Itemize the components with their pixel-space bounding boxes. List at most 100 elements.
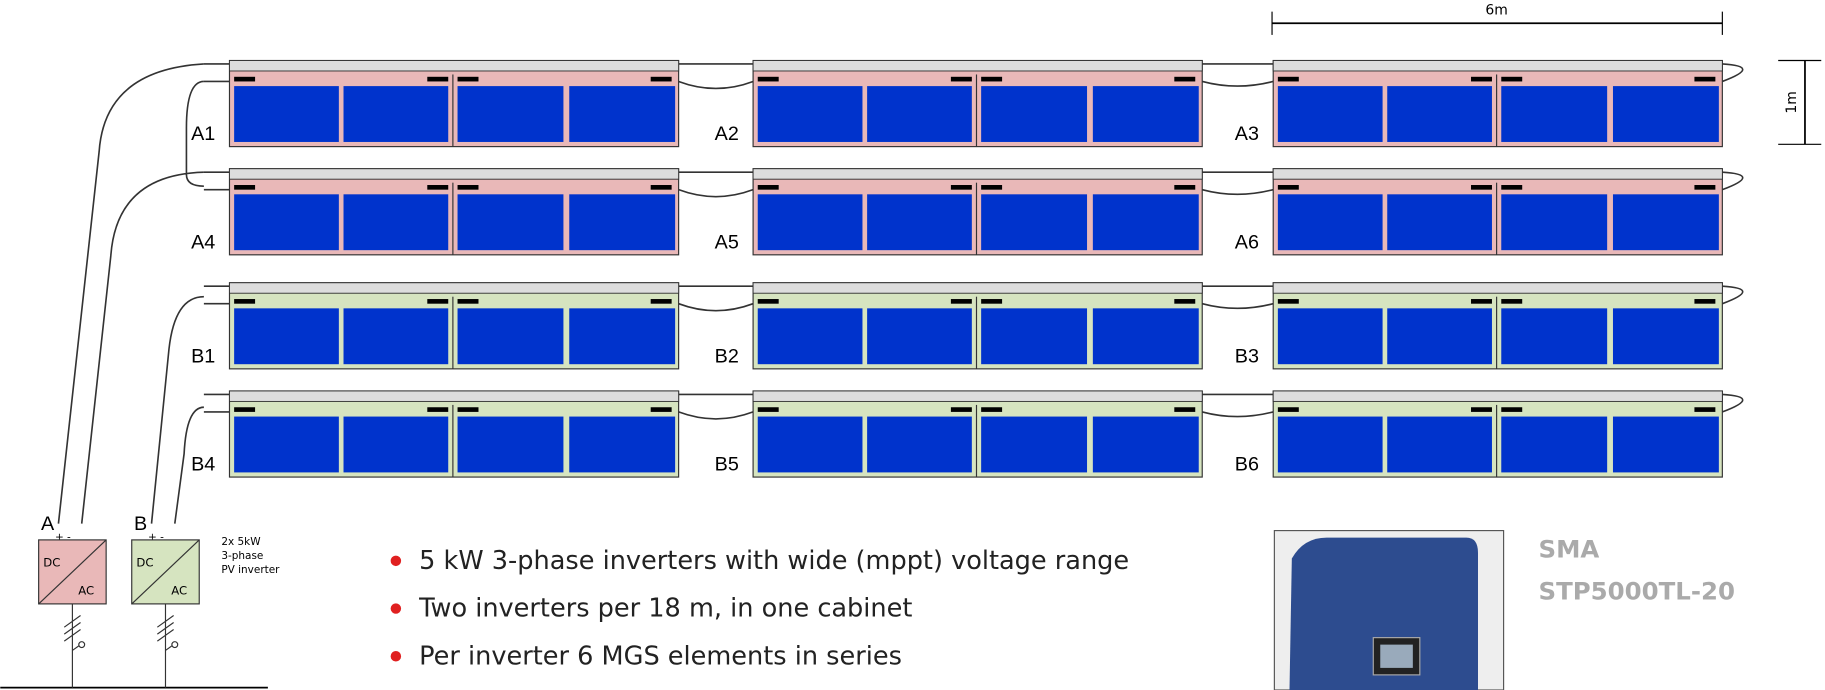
connector (427, 299, 449, 304)
module-label: B5 (715, 454, 739, 476)
connector (1471, 185, 1492, 190)
pv-cell (457, 86, 564, 142)
inverter-note: 3-phase (221, 550, 263, 562)
product-name: STP5000TL-20 (1539, 576, 1735, 605)
connector (1277, 299, 1299, 304)
module-top (229, 60, 680, 72)
connector (1471, 299, 1492, 304)
pv-cell (1387, 194, 1492, 251)
dimension-label: 1m (1784, 91, 1800, 113)
pv-cell (569, 194, 676, 251)
ground-symbol (157, 603, 174, 688)
pv-cell (757, 308, 863, 365)
inverter-label: B (134, 513, 147, 535)
module-label: B4 (191, 454, 215, 476)
cable (203, 411, 1274, 420)
pv-cell (1277, 308, 1383, 365)
pv-cell (1092, 194, 1199, 251)
module-label: A3 (1235, 123, 1259, 145)
connector (950, 76, 972, 82)
pv-cell (1612, 194, 1719, 251)
pv-cell (867, 308, 972, 365)
module-top (752, 60, 1203, 72)
bullet-text: Two inverters per 18 m, in one cabinet (418, 594, 912, 624)
cable (203, 393, 1744, 413)
pv-cell (867, 416, 972, 473)
connector (757, 407, 779, 412)
module-top (229, 390, 680, 402)
module-label: B6 (1235, 454, 1259, 476)
cable (57, 63, 204, 524)
cable (203, 171, 1744, 191)
inverter-body (1289, 537, 1478, 690)
connector (1471, 76, 1492, 82)
pv-cell (569, 416, 676, 473)
pv-cell (569, 308, 676, 365)
connector (950, 185, 972, 190)
connector (650, 76, 672, 82)
connector (950, 299, 972, 304)
connector (650, 407, 672, 412)
connector (234, 185, 256, 190)
product-name: SMA (1539, 534, 1600, 563)
module-label: A4 (191, 231, 215, 253)
ac-label: AC (78, 584, 94, 598)
pv-cell (981, 194, 1088, 251)
connector (757, 76, 779, 82)
cable (203, 302, 1274, 312)
pv-cell (1501, 194, 1608, 251)
inverter-diagonal (38, 539, 107, 605)
connector (650, 185, 672, 190)
connector (981, 299, 1003, 304)
pv-cell (569, 86, 676, 142)
bullet-dot (390, 555, 402, 567)
connector (1174, 407, 1196, 412)
bullet-dot (390, 603, 402, 614)
ground-symbol (63, 603, 81, 688)
pv-cell (1277, 86, 1383, 142)
module-top (1272, 168, 1723, 180)
pv-cell (981, 416, 1088, 473)
ground-node (78, 641, 86, 649)
connector (757, 185, 779, 190)
pv-cell (757, 416, 863, 473)
connector (1174, 76, 1196, 82)
connector (1501, 299, 1523, 304)
cable (203, 285, 1744, 305)
connector (1694, 76, 1716, 82)
module-label: A1 (191, 123, 215, 145)
pv-cell (457, 416, 564, 473)
connector (1694, 185, 1716, 190)
module-label: B2 (715, 345, 739, 367)
inverter-screen (1380, 644, 1413, 668)
dc-label: DC (43, 556, 60, 570)
cable (150, 295, 204, 524)
pv-cell (867, 194, 972, 251)
connector (1694, 299, 1716, 304)
connector (427, 76, 449, 82)
pv-cell (234, 416, 339, 473)
module-top (1272, 282, 1723, 294)
module-label: A6 (1235, 231, 1259, 253)
pv-cell (1092, 308, 1199, 365)
inverter-note: 2x 5kW (221, 536, 261, 548)
pv-cell (343, 86, 449, 142)
bullet-text: Per inverter 6 MGS elements in series (419, 641, 902, 671)
connector (757, 299, 779, 304)
pv-cell (343, 194, 449, 251)
pv-cell (457, 308, 564, 365)
connector (650, 299, 672, 304)
pv-cell (234, 194, 339, 251)
pv-cell (867, 86, 972, 142)
module-label: B3 (1235, 345, 1259, 367)
connector (1174, 299, 1196, 304)
connector (1174, 185, 1196, 190)
pv-cell (1612, 416, 1719, 473)
pv-cell (1501, 308, 1608, 365)
module-top (229, 168, 680, 180)
connector (1694, 407, 1716, 412)
pv-cell (981, 86, 1088, 142)
pv-cell (343, 416, 449, 473)
cable (203, 80, 1274, 90)
